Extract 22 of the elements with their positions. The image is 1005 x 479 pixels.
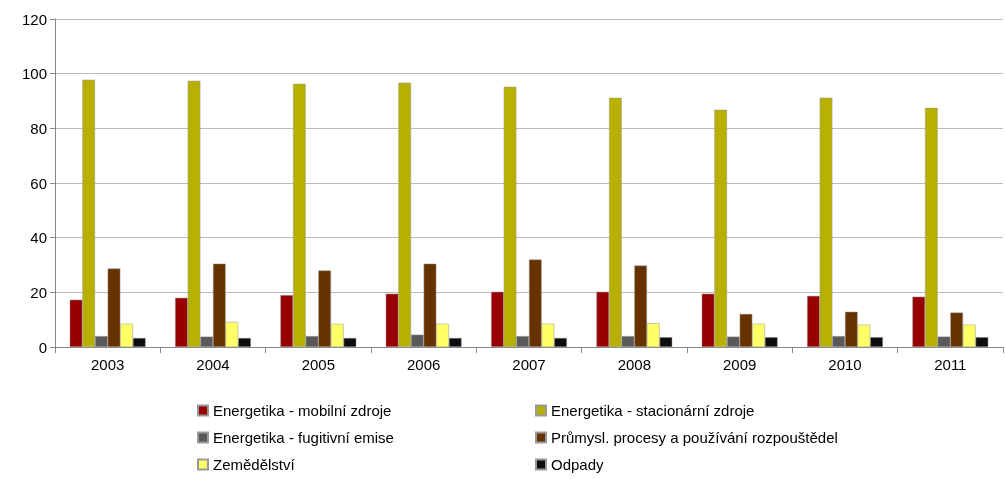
legend-label: Odpady <box>551 456 605 473</box>
x-tick-label: 2003 <box>90 356 125 373</box>
y-tick-label: 0 <box>38 338 47 356</box>
x-tick-label: 2007 <box>512 356 546 373</box>
legend-label: Energetika - fugitivní emise <box>213 429 394 446</box>
y-tick-label: 40 <box>30 229 47 247</box>
y-tick-label: 20 <box>30 283 47 301</box>
y-tick-label: 60 <box>30 174 47 192</box>
legend-label: Energetika - mobilní zdroje <box>213 402 392 419</box>
x-tick-label: 2006 <box>406 356 441 373</box>
legend-label: Průmysl. procesy a používání rozpouštědel <box>551 429 838 446</box>
x-tick-label: 2009 <box>722 356 757 373</box>
x-tick-label: 2008 <box>617 356 652 373</box>
y-tick-label: 120 <box>21 10 47 28</box>
legend-label: Energetika - stacionární zdroje <box>551 402 755 419</box>
y-tick-label: 100 <box>21 65 47 83</box>
legend-label: Zemědělství <box>213 456 296 473</box>
x-tick-label: 2010 <box>828 356 862 373</box>
y-tick-label: 80 <box>30 119 47 137</box>
x-tick-label: 2004 <box>196 356 230 373</box>
x-tick-label: 2011 <box>934 356 967 373</box>
x-tick-label: 2005 <box>301 356 336 373</box>
